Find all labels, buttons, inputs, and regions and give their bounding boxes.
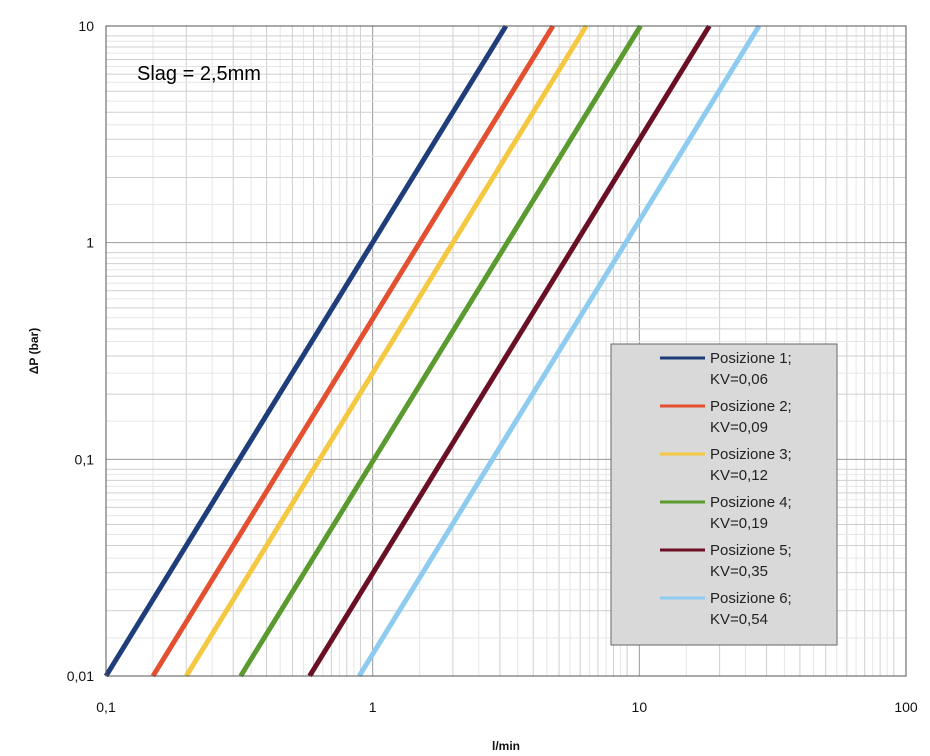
legend-entry-kv: KV=0,19 <box>710 515 768 532</box>
y-tick-label: 10 <box>78 18 94 34</box>
y-axis-ticks: 0,01 0,1 1 10 <box>67 18 94 684</box>
legend-entry-kv: KV=0,12 <box>710 467 768 484</box>
legend-entry-kv: KV=0,09 <box>710 419 768 436</box>
series-line-1 <box>103 24 509 678</box>
legend-entry-kv: KV=0,06 <box>710 371 768 388</box>
y-axis-label: ΔP (bar) <box>27 328 41 374</box>
slag-annotation: Slag = 2,5mm <box>137 63 261 85</box>
series-line-3 <box>184 24 589 678</box>
legend-entry-name: Posizione 4; <box>710 494 792 511</box>
series-lines <box>103 24 762 678</box>
x-tick-label: 10 <box>632 699 648 715</box>
legend: Posizione 1; KV=0,06 Posizione 2; KV=0,09 Po… <box>610 343 838 646</box>
x-axis-ticks: 0,1 1 10 100 <box>96 699 918 715</box>
plot-frame <box>105 25 907 677</box>
legend-entry-name: Posizione 2; <box>710 398 792 415</box>
legend-entry-kv: KV=0,35 <box>710 563 768 580</box>
legend-entry-name: Posizione 6; <box>710 590 792 607</box>
series-line-2 <box>150 24 556 678</box>
x-axis-label: l/min <box>492 739 520 753</box>
legend-entry-kv: KV=0,54 <box>710 611 768 628</box>
y-tick-label: 0,1 <box>75 451 95 467</box>
legend-entry-name: Posizione 5; <box>710 542 792 559</box>
series-line-4 <box>238 24 643 678</box>
legend-entry-name: Posizione 3; <box>710 446 792 463</box>
x-tick-label: 1 <box>369 699 377 715</box>
series-line-6 <box>357 24 762 678</box>
x-tick-label: 100 <box>894 699 918 715</box>
y-tick-label: 0,01 <box>67 668 94 684</box>
x-tick-label: 0,1 <box>96 699 116 715</box>
y-tick-label: 1 <box>86 235 94 251</box>
series-line-5 <box>307 24 712 678</box>
legend-entry-name: Posizione 1; <box>710 350 792 367</box>
legend-box <box>610 343 838 646</box>
